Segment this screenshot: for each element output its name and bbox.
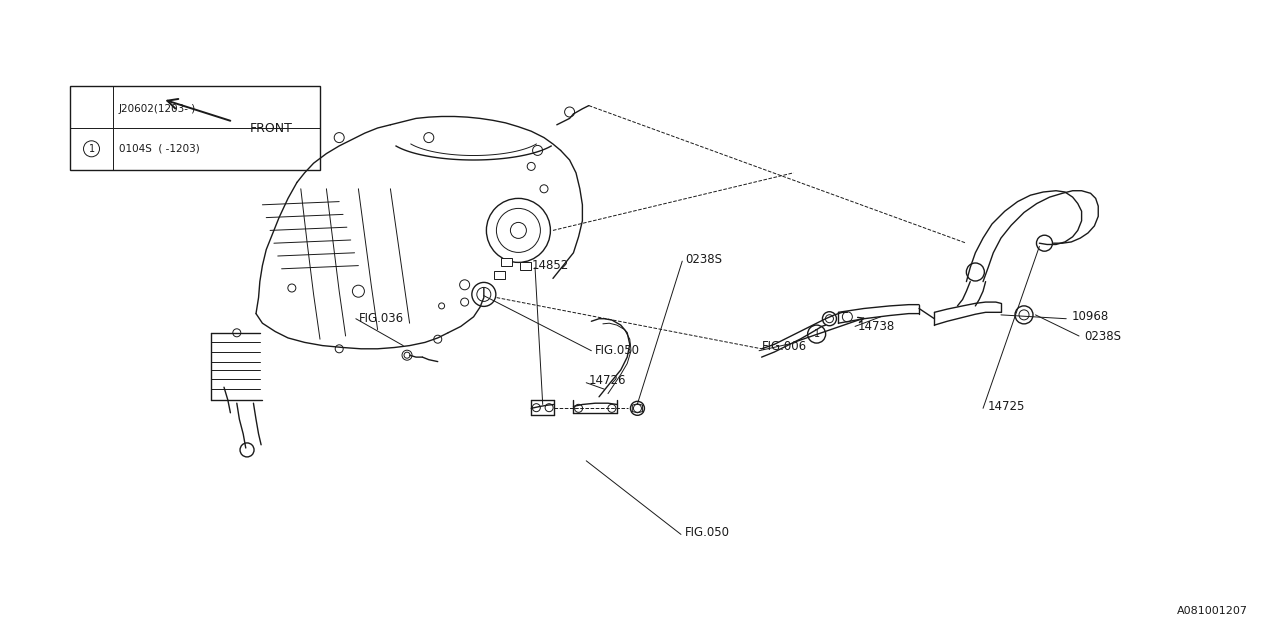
Text: FIG.036: FIG.036 (358, 312, 403, 325)
Text: 10968: 10968 (1071, 310, 1108, 323)
Bar (520, 262, 531, 269)
Text: 0238S: 0238S (1084, 330, 1121, 342)
Text: FIG.050: FIG.050 (685, 526, 730, 539)
Text: 1: 1 (814, 329, 819, 339)
Text: 14738: 14738 (858, 320, 895, 333)
Text: 0238S: 0238S (685, 253, 722, 266)
Text: J20602(1203- ): J20602(1203- ) (119, 104, 196, 114)
Text: 14726: 14726 (589, 374, 626, 387)
Text: FIG.050: FIG.050 (595, 344, 640, 357)
Text: A081001207: A081001207 (1178, 606, 1248, 616)
Text: FRONT: FRONT (250, 122, 292, 134)
Text: 1: 1 (88, 144, 95, 154)
Bar (70, 86, 320, 170)
Text: FIG.006: FIG.006 (762, 340, 806, 353)
Bar (494, 271, 506, 279)
Bar (500, 259, 512, 266)
Text: 0104S  ( -1203): 0104S ( -1203) (119, 144, 200, 154)
Text: 14725: 14725 (988, 400, 1025, 413)
Text: 14852: 14852 (531, 259, 568, 272)
